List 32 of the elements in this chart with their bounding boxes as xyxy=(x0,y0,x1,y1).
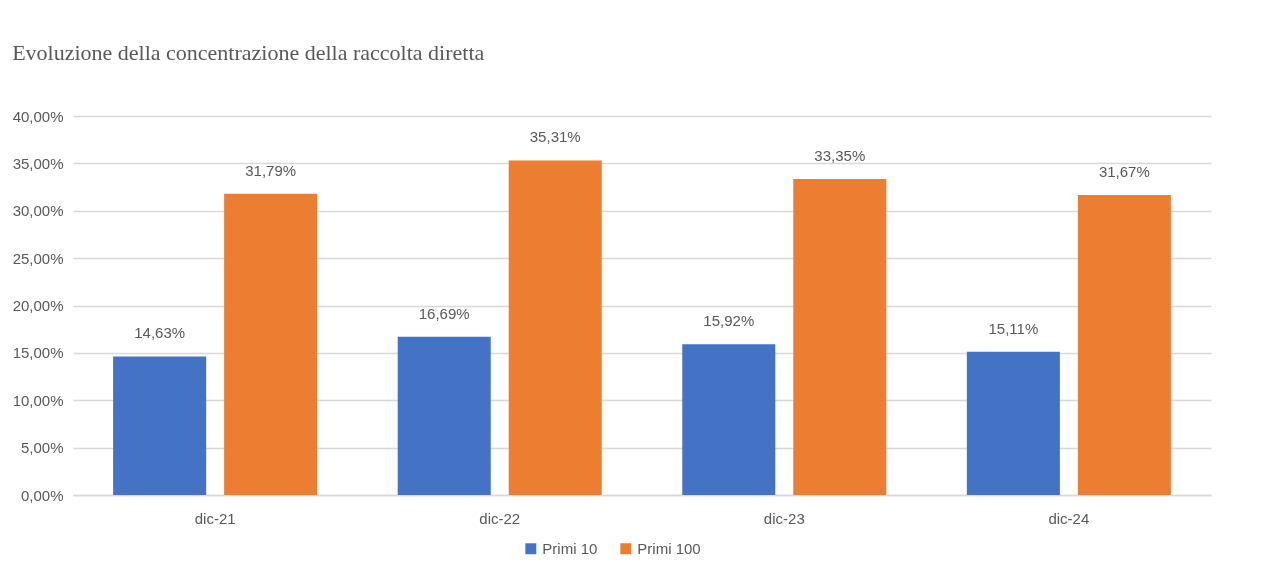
y-tick-label: 15,00% xyxy=(12,344,64,362)
bar xyxy=(508,160,602,495)
y-tick-label: 0,00% xyxy=(20,486,64,504)
x-tick-label: dic-24 xyxy=(1048,509,1090,527)
y-tick-label: 5,00% xyxy=(20,439,64,457)
data-label: 16,69% xyxy=(418,304,470,322)
legend-label: Primi 10 xyxy=(542,539,598,557)
bar xyxy=(397,336,491,495)
data-label: 15,92% xyxy=(703,312,755,330)
bar xyxy=(793,179,887,495)
bar xyxy=(966,351,1060,495)
data-label: 31,79% xyxy=(245,161,297,179)
bar xyxy=(224,193,318,495)
y-tick-label: 40,00% xyxy=(12,107,64,125)
y-tick-label: 10,00% xyxy=(12,391,64,409)
x-tick-label: dic-21 xyxy=(194,509,236,527)
bar xyxy=(1077,194,1171,495)
x-tick-label: dic-23 xyxy=(763,509,805,527)
data-label: 31,67% xyxy=(1098,162,1150,180)
data-label: 14,63% xyxy=(134,324,186,342)
bar xyxy=(682,344,776,495)
y-tick-label: 30,00% xyxy=(12,202,64,220)
chart-title: Evoluzione della concentrazione della raccolta diretta xyxy=(12,40,485,65)
y-tick-label: 25,00% xyxy=(12,249,64,267)
x-tick-label: dic-22 xyxy=(479,509,521,527)
data-label: 33,35% xyxy=(814,147,866,165)
legend-label: Primi 100 xyxy=(637,539,701,557)
bar xyxy=(113,356,207,495)
y-tick-label: 20,00% xyxy=(12,297,64,314)
y-tick-label: 35,00% xyxy=(12,154,64,172)
data-label: 15,11% xyxy=(988,319,1039,337)
data-label: 35,31% xyxy=(529,128,581,146)
